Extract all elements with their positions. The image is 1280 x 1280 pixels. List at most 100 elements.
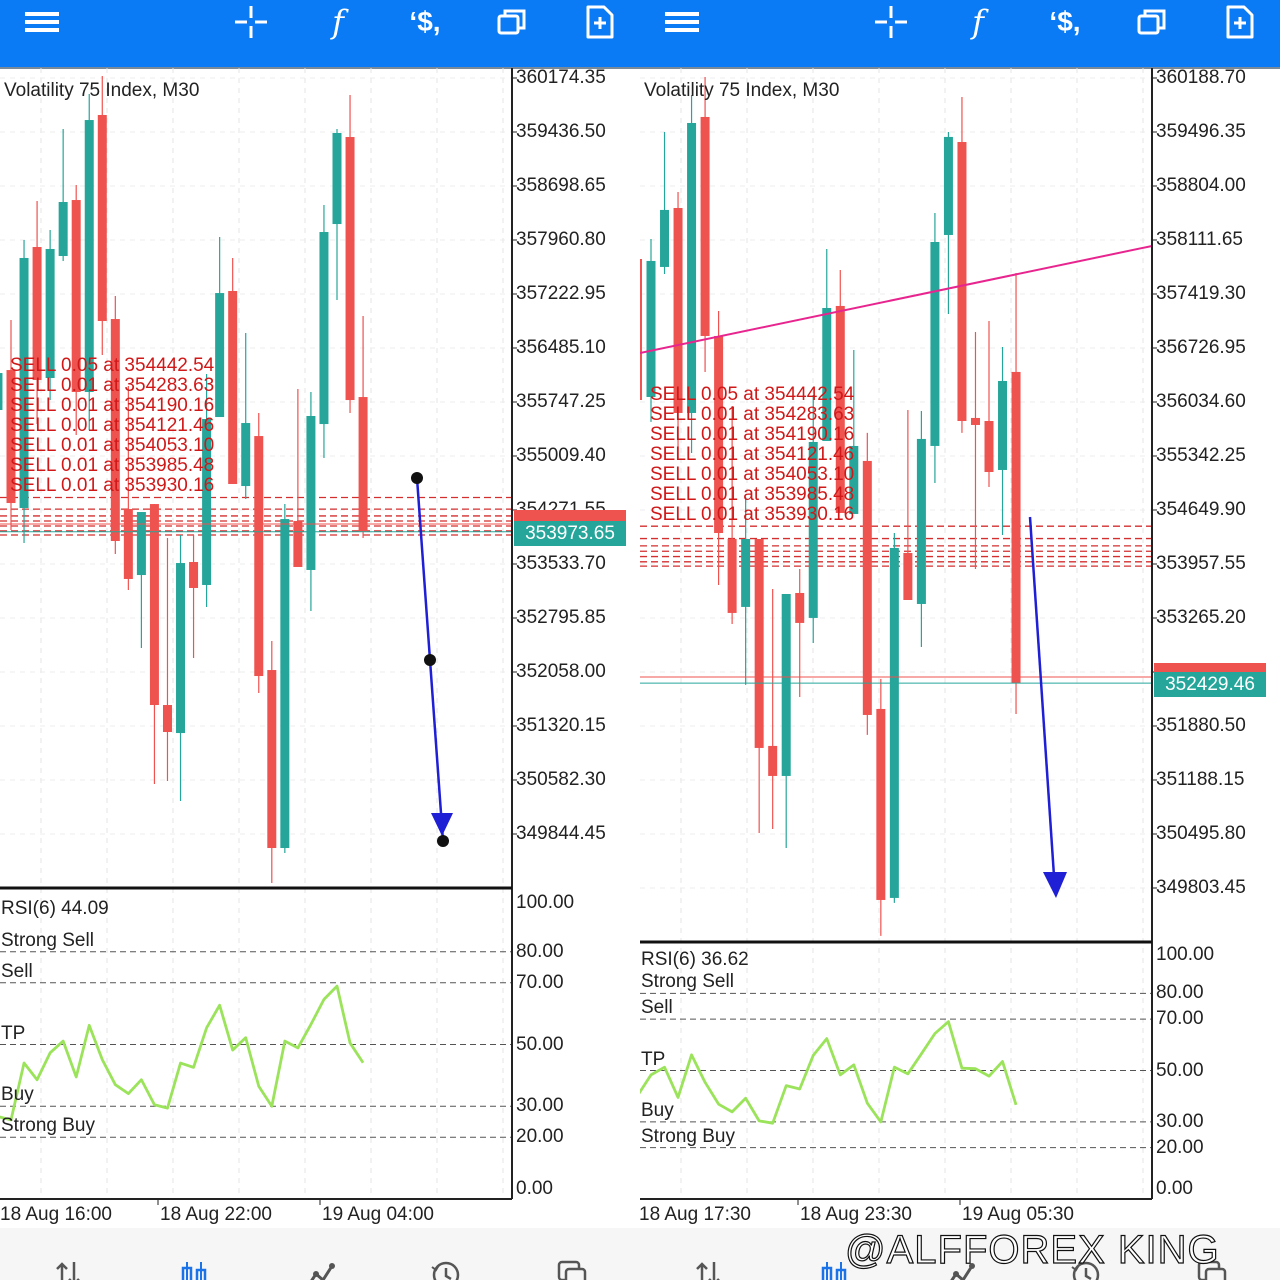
windows-icon[interactable]	[1130, 4, 1174, 40]
bear-candle	[1011, 272, 1021, 714]
bull-candle	[58, 129, 68, 261]
price-tick-label: 359436.50	[516, 121, 606, 142]
price-tick-label: 351880.50	[1156, 715, 1246, 736]
price-chart[interactable]	[0, 0, 640, 1280]
right-chart-screen: f ‘$, Volatility 75 Index, M30 SELL 0.05…	[640, 0, 1280, 1280]
menu-icon[interactable]	[660, 4, 704, 40]
crosshair-icon[interactable]	[229, 4, 273, 40]
trade-icon[interactable]	[945, 1258, 975, 1280]
history-icon[interactable]	[431, 1258, 461, 1280]
candle-body	[998, 380, 1008, 470]
price-tick-label: 350582.30	[516, 769, 606, 790]
rsi-line	[640, 1020, 1018, 1125]
crosshair-icon[interactable]	[869, 4, 913, 40]
bull-candle	[306, 391, 316, 612]
rsi-tick-label: 30.00	[516, 1095, 564, 1117]
bear-candle	[862, 432, 872, 735]
rsi-level-label: Strong Buy	[641, 1125, 735, 1147]
price-tick-label: 355009.40	[516, 445, 606, 466]
sell-order-label: SELL 0.01 at 354121.46	[650, 444, 855, 466]
candle-body	[97, 114, 107, 322]
price-tick-label: 357960.80	[516, 229, 606, 250]
windows-icon[interactable]	[490, 4, 534, 40]
chart-title: Volatility 75 Index, M30	[644, 80, 840, 101]
bull-candle	[215, 236, 225, 418]
trendline[interactable]	[640, 244, 1153, 354]
drawn-arrow[interactable]	[1028, 516, 1067, 898]
candle-body	[822, 307, 832, 441]
new-order-icon[interactable]	[578, 4, 622, 40]
quotes-icon[interactable]	[53, 1258, 83, 1280]
sell-order-label: SELL 0.01 at 354283.63	[10, 375, 215, 397]
sell-order-label: SELL 0.01 at 353985.48	[650, 484, 855, 506]
sell-order-label: SELL 0.01 at 353930.16	[10, 475, 215, 497]
trade-icon[interactable]: ‘$,	[1049, 6, 1081, 37]
bear-candle	[345, 95, 355, 413]
candle-body	[754, 539, 764, 748]
rsi-tick-label: 30.00	[1156, 1110, 1204, 1132]
watermark: @ALFFOREX KING	[844, 1227, 1220, 1272]
candle-body	[687, 122, 697, 413]
candle-body	[984, 420, 994, 473]
bear-candle	[714, 310, 724, 585]
bull-candle	[646, 238, 656, 422]
chart-icon[interactable]	[179, 1258, 209, 1280]
bull-candle	[45, 230, 55, 401]
bear-candle	[228, 257, 238, 484]
bear-candle	[267, 641, 277, 883]
bear-candle	[189, 534, 199, 659]
price-tick-label: 360174.35	[516, 67, 606, 88]
bear-candle	[71, 185, 81, 436]
indicators-icon[interactable]: f	[972, 3, 984, 41]
rsi-tick-label: 20.00	[1156, 1136, 1204, 1158]
trade-icon[interactable]	[305, 1258, 335, 1280]
history-icon[interactable]	[1071, 1258, 1101, 1280]
candle-body	[162, 705, 172, 733]
trade-icon[interactable]: ‘$,	[409, 6, 441, 37]
price-tick-label: 357419.30	[1156, 283, 1246, 304]
rsi-tick-label: 0.00	[516, 1178, 553, 1199]
time-label: 19 Aug 04:00	[322, 1204, 434, 1225]
candle-body	[660, 209, 670, 267]
indicators-icon[interactable]: f	[332, 3, 344, 41]
candle-body	[835, 305, 845, 513]
bear-candle	[97, 75, 107, 356]
bull-candle	[889, 533, 899, 903]
messages-icon[interactable]	[1197, 1258, 1227, 1280]
candle-body	[293, 521, 303, 567]
new-order-icon[interactable]	[1218, 4, 1262, 40]
bear-candle	[6, 319, 16, 531]
rsi-level-label: TP	[641, 1048, 666, 1070]
candle-body	[58, 202, 68, 257]
sell-order-label: SELL 0.01 at 354053.10	[10, 435, 215, 457]
candle-body	[930, 242, 940, 446]
price-chart[interactable]	[640, 0, 1280, 1280]
candle-body	[640, 259, 642, 401]
drawn-arrow[interactable]	[411, 472, 453, 847]
candle-body	[849, 445, 859, 514]
rsi-level-label: Sell	[1, 960, 33, 982]
candle-body	[673, 207, 683, 413]
candle-body	[957, 142, 967, 421]
rsi-tick-label: 50.00	[1156, 1059, 1204, 1081]
candle-body	[202, 418, 212, 585]
bear-candle	[957, 97, 967, 433]
bear-candle	[32, 200, 42, 425]
chart-icon[interactable]	[819, 1258, 849, 1280]
rsi-level-label: Strong Sell	[641, 971, 734, 993]
price-tick-label: 352795.85	[516, 607, 606, 628]
top-toolbar: f ‘$,	[640, 0, 1280, 69]
price-tick-label: 356485.10	[516, 337, 606, 358]
sell-order-label: SELL 0.01 at 354283.63	[650, 404, 855, 426]
menu-icon[interactable]	[20, 4, 64, 40]
candle-body	[241, 423, 251, 487]
candle-body	[768, 745, 778, 776]
quotes-icon[interactable]	[693, 1258, 723, 1280]
rsi-level-label: Buy	[641, 1099, 674, 1121]
bear-candle	[903, 410, 913, 600]
price-tick-label: 349844.45	[516, 823, 606, 844]
price-tick-label: 349803.45	[1156, 877, 1246, 898]
candle-body	[32, 247, 42, 380]
price-tick-label: 356726.95	[1156, 337, 1246, 358]
messages-icon[interactable]	[557, 1258, 587, 1280]
